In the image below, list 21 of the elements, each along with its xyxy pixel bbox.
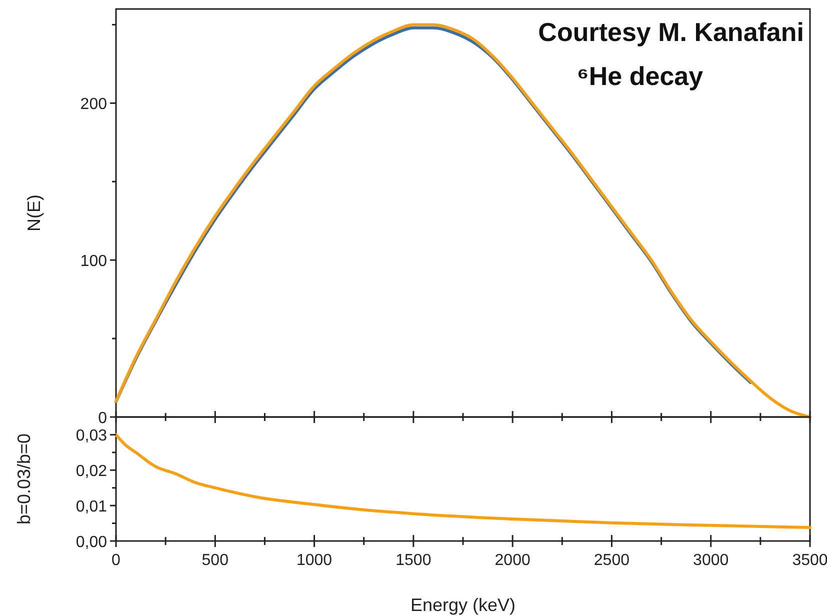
annotation: Courtesy M. Kanafani	[538, 17, 804, 47]
y-tick-label: 0,00	[76, 534, 108, 551]
y-tick-label: 0,02	[76, 463, 108, 480]
y-tick-label: 200	[80, 96, 108, 114]
x-tick-label: 3500	[792, 552, 827, 569]
y-tick-label: 0,01	[76, 498, 108, 516]
x-tick-label: 3000	[693, 552, 729, 569]
y-axis-title: b=0.03/b=0	[14, 433, 34, 525]
annotation: ⁶He decay	[576, 61, 704, 91]
y-tick-label: 100	[80, 253, 108, 270]
y-tick-label: 0	[98, 410, 108, 427]
x-tick-label: 0	[112, 552, 121, 569]
x-axis-title: Energy (keV)	[410, 595, 516, 615]
x-tick-label: 2000	[494, 552, 530, 569]
x-tick-label: 2500	[594, 552, 630, 569]
y-axis-title: N(E)	[24, 194, 44, 232]
x-tick-label: 1000	[296, 552, 332, 569]
line-series	[114, 433, 812, 530]
x-tick-label: 1500	[396, 552, 432, 569]
x-tick-label: 500	[202, 552, 229, 569]
y-tick-label: 0,03	[76, 428, 108, 445]
